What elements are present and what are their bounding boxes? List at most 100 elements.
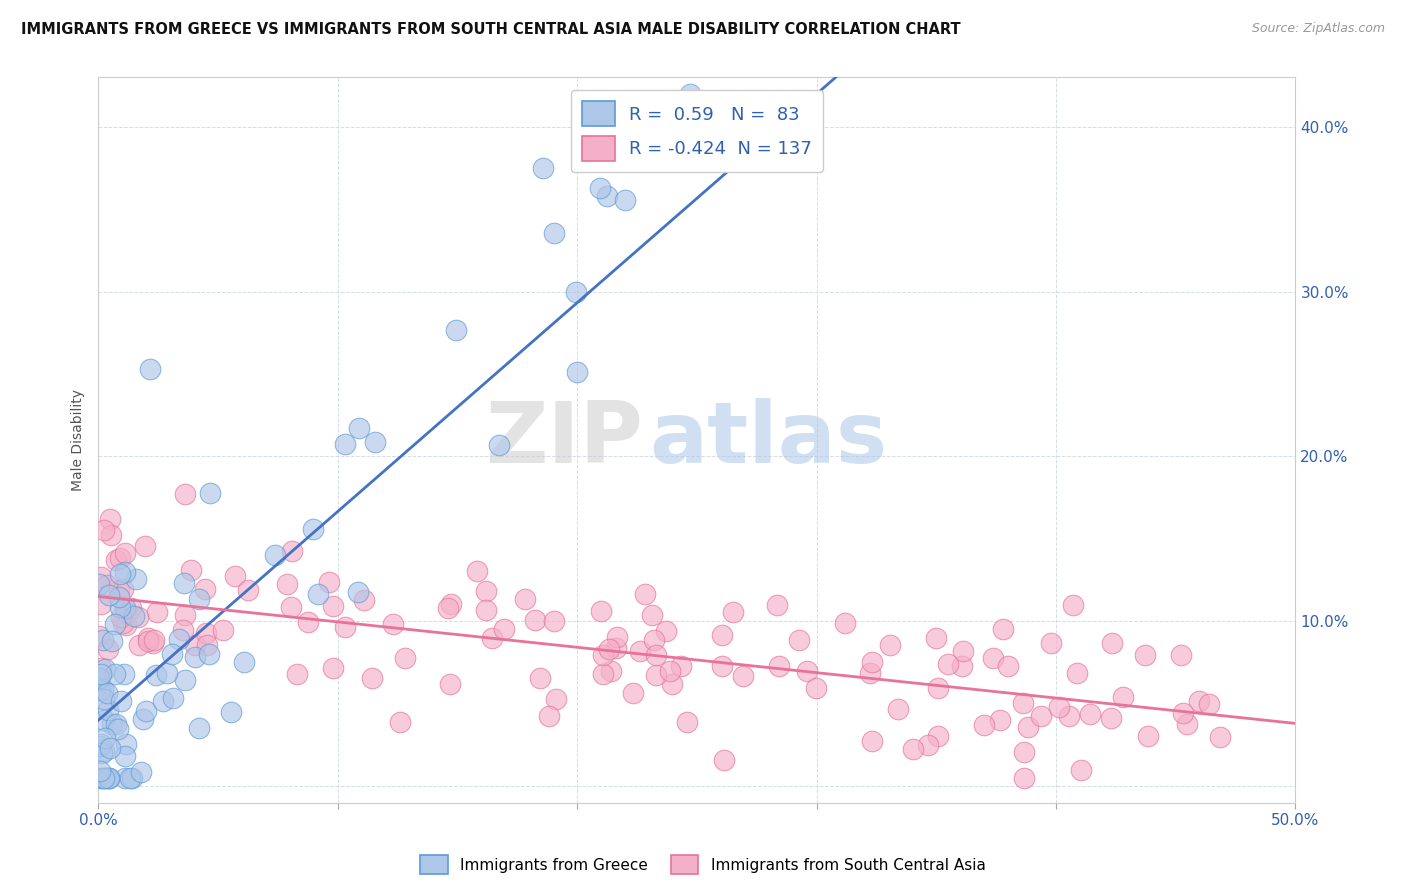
Point [598, 641, 620, 656]
Point [87, 577, 110, 591]
Point [993, 622, 1015, 636]
Point [110, 694, 132, 708]
Point [97, 642, 120, 657]
Point [93, 692, 115, 706]
Point [917, 738, 939, 752]
Point [93, 731, 115, 745]
Point [173, 608, 195, 623]
Point [281, 543, 304, 558]
Point [973, 717, 995, 731]
Point [108, 567, 131, 582]
Point [322, 661, 344, 675]
Point [120, 601, 142, 615]
Point [90, 597, 112, 611]
Point [276, 576, 298, 591]
Point [710, 658, 733, 673]
Point [952, 658, 974, 673]
Point [1070, 763, 1092, 777]
Point [364, 434, 387, 449]
Point [529, 671, 551, 685]
Point [1012, 771, 1035, 785]
Point [1187, 694, 1209, 708]
Point [89, 683, 111, 698]
Point [233, 655, 256, 669]
Point [90, 667, 112, 681]
Point [197, 638, 219, 652]
Point [100, 528, 122, 542]
Point [347, 421, 370, 435]
Point [1101, 636, 1123, 650]
Point [361, 671, 384, 685]
Point [621, 686, 644, 700]
Point [936, 657, 959, 672]
Point [988, 713, 1011, 727]
Point [981, 651, 1004, 665]
Point [382, 617, 405, 632]
Point [98, 771, 121, 785]
Point [91, 771, 114, 785]
Point [565, 285, 588, 299]
Point [134, 539, 156, 553]
Point [94, 662, 117, 676]
Point [174, 673, 197, 687]
Point [713, 753, 735, 767]
Point [219, 705, 242, 719]
Point [236, 582, 259, 597]
Point [127, 610, 149, 624]
Point [1136, 729, 1159, 743]
Point [731, 669, 754, 683]
Point [643, 633, 665, 648]
Point [152, 694, 174, 708]
Point [613, 194, 636, 208]
Point [925, 632, 948, 646]
Point [139, 361, 162, 376]
Point [285, 666, 308, 681]
Point [211, 623, 233, 637]
Point [655, 624, 678, 638]
Point [1112, 690, 1135, 704]
Point [114, 601, 136, 615]
Point [353, 593, 375, 607]
Point [796, 664, 818, 678]
Point [97, 771, 120, 785]
Point [1173, 706, 1195, 720]
Point [112, 582, 135, 597]
Point [135, 704, 157, 718]
Point [543, 226, 565, 240]
Point [180, 563, 202, 577]
Point [89, 629, 111, 643]
Point [114, 565, 136, 579]
Point [589, 181, 612, 195]
Point [90, 570, 112, 584]
Point [131, 712, 153, 726]
Text: ZIP: ZIP [485, 399, 643, 482]
Point [322, 599, 344, 613]
Point [184, 649, 207, 664]
Point [347, 585, 370, 599]
Point [1062, 599, 1084, 613]
Point [641, 608, 664, 623]
Point [160, 647, 183, 661]
Point [582, 145, 605, 160]
Point [194, 582, 217, 596]
Point [100, 634, 122, 648]
Point [492, 622, 515, 636]
Point [543, 615, 565, 629]
Point [125, 572, 148, 586]
Point [394, 650, 416, 665]
Point [108, 550, 131, 565]
Point [1012, 745, 1035, 759]
Point [142, 636, 165, 650]
Point [645, 648, 668, 663]
Point [128, 638, 150, 652]
Point [1133, 648, 1156, 662]
Point [108, 599, 131, 614]
Point [659, 664, 682, 678]
Point [188, 592, 211, 607]
Point [1078, 707, 1101, 722]
Point [465, 564, 488, 578]
Point [93, 714, 115, 728]
Point [952, 643, 974, 657]
Point [112, 615, 135, 630]
Point [645, 668, 668, 682]
